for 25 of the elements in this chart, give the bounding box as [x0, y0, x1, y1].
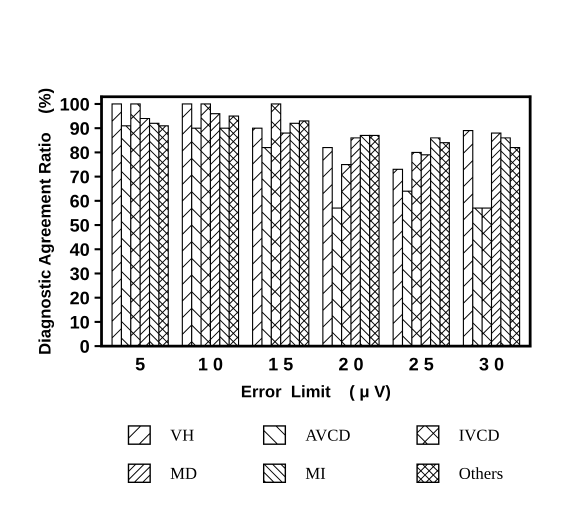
- y-tick-label: 40: [70, 243, 89, 256]
- y-tick-label: 60: [70, 194, 89, 208]
- x-tick-label: 2 5: [409, 358, 434, 370]
- y-tick-label: 100: [60, 98, 89, 111]
- y-tick-label: 70: [70, 170, 89, 184]
- legend-label: VH: [170, 430, 194, 441]
- legend-label: MI: [306, 468, 326, 479]
- x-tick-label: 3 0: [479, 358, 504, 371]
- y-tick-label: 90: [70, 122, 89, 135]
- y-tick-label: 30: [70, 267, 89, 280]
- y-tick-label: 0: [80, 340, 89, 353]
- y-tick-label: 20: [70, 292, 89, 304]
- legend-label: IVCD: [459, 430, 499, 441]
- x-tick-label: 2 0: [339, 358, 363, 370]
- legend-label: AVCD: [306, 430, 350, 441]
- x-axis-title: Error Limit ( μ V): [242, 385, 390, 401]
- y-tick-label: 10: [70, 316, 89, 329]
- y-tick-label: 80: [70, 146, 89, 160]
- x-tick-label: 5: [136, 358, 145, 370]
- y-tick-label: 50: [70, 218, 89, 232]
- legend-label: MD: [170, 468, 196, 479]
- x-tick-label: 1 0: [199, 358, 222, 370]
- y-axis-title: Diagnostic Agreement Ratio (%): [38, 88, 54, 354]
- legend-label: Others: [459, 467, 503, 480]
- x-tick-label: 1 5: [269, 358, 293, 370]
